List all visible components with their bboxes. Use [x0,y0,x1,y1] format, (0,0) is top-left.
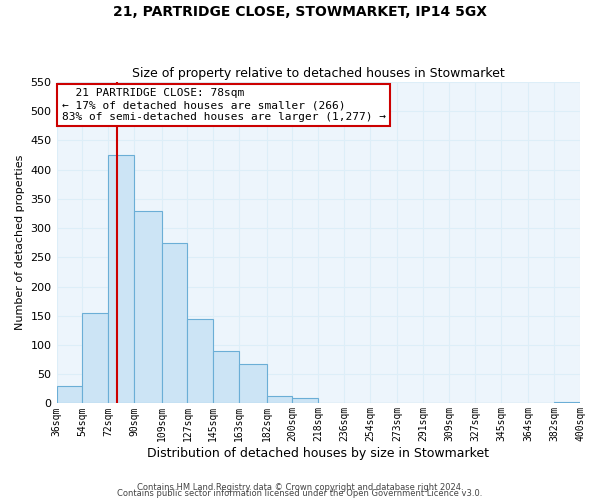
Bar [82,313,109,404]
Bar [187,318,213,404]
Bar [554,402,580,404]
Bar [213,351,239,404]
Bar [161,242,187,404]
Bar [239,364,266,404]
Bar [292,398,318,404]
Y-axis label: Number of detached properties: Number of detached properties [15,155,25,330]
Bar [109,155,134,404]
Text: 21 PARTRIDGE CLOSE: 78sqm
← 17% of detached houses are smaller (266)
83% of semi: 21 PARTRIDGE CLOSE: 78sqm ← 17% of detac… [62,88,386,122]
Text: Contains public sector information licensed under the Open Government Licence v3: Contains public sector information licen… [118,490,482,498]
X-axis label: Distribution of detached houses by size in Stowmarket: Distribution of detached houses by size … [147,447,489,460]
Text: Contains HM Land Registry data © Crown copyright and database right 2024.: Contains HM Land Registry data © Crown c… [137,484,463,492]
Bar [266,396,292,404]
Text: 21, PARTRIDGE CLOSE, STOWMARKET, IP14 5GX: 21, PARTRIDGE CLOSE, STOWMARKET, IP14 5G… [113,5,487,19]
Bar [56,386,82,404]
Bar [134,210,161,404]
Title: Size of property relative to detached houses in Stowmarket: Size of property relative to detached ho… [132,66,505,80]
